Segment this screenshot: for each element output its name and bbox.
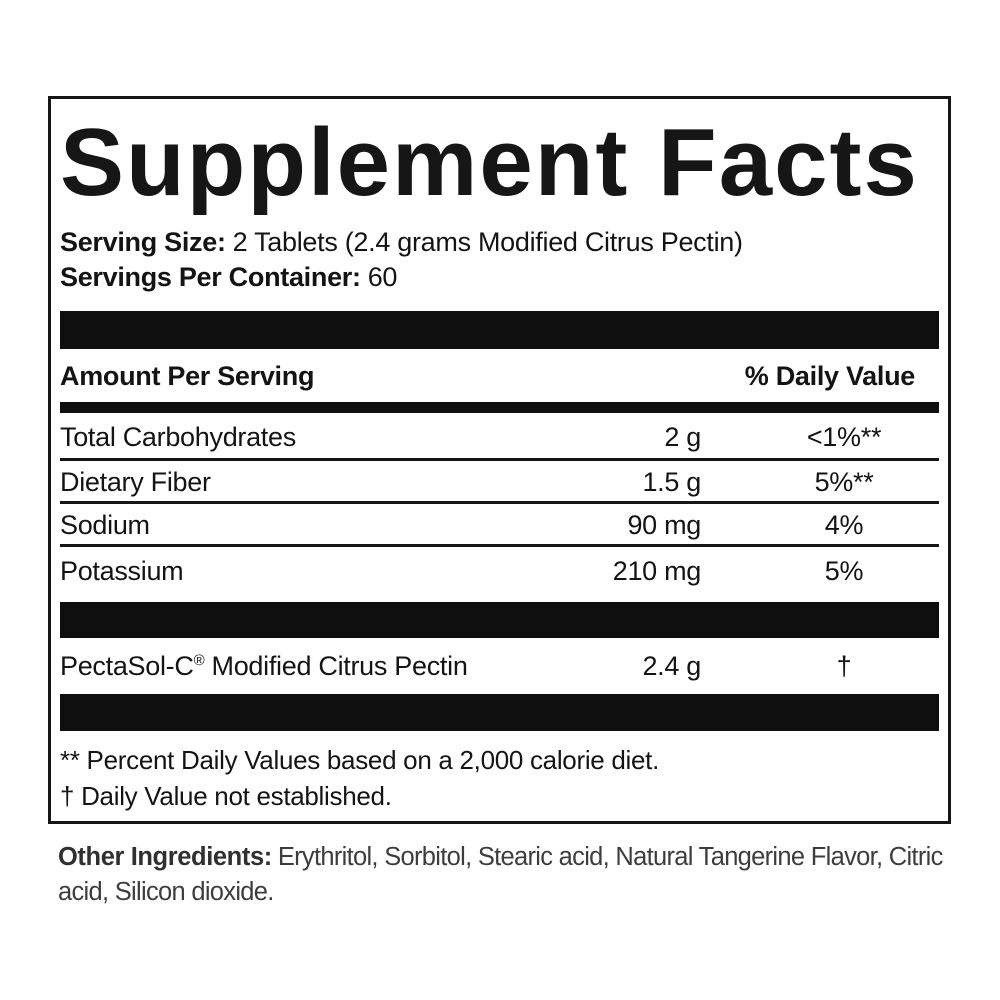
table-row: Sodium 90 mg 4%: [60, 504, 939, 547]
nutrient-amount: 2 g: [664, 422, 701, 452]
divider-bar-bottom: [60, 694, 939, 731]
nutrient-amount: 90 mg: [627, 510, 701, 540]
brand-name: PectaSol-C: [60, 651, 194, 681]
percent-daily-value-header: % Daily Value: [744, 361, 916, 391]
nutrient-name: Dietary Fiber: [60, 467, 211, 497]
table-row-pectasol: PectaSol-C® Modified Citrus Pectin 2.4 g…: [60, 638, 939, 694]
registered-trademark-symbol: ®: [193, 652, 205, 669]
table-header-row: Amount Per Serving % Daily Value: [60, 349, 939, 402]
table-row: Dietary Fiber 1.5 g 5%**: [60, 461, 939, 504]
nutrient-name: Total Carbohydrates: [60, 422, 296, 452]
other-ingredients: Other Ingredients: Erythritol, Sorbitol, …: [58, 840, 966, 910]
other-ingredients-label: Other Ingredients:: [58, 843, 272, 871]
serving-size-value: 2 Tablets (2.4 grams Modified Citrus Pec…: [232, 227, 743, 257]
serving-size-label: Serving Size:: [60, 227, 226, 257]
servings-per-container-line: Servings Per Container: 60: [60, 260, 939, 295]
nutrient-daily-value: <1%**: [806, 422, 882, 452]
footnote-daily-values: ** Percent Daily Values based on a 2,000…: [60, 745, 660, 775]
other-ingredients-value: Erythritol, Sorbitol, Stearic acid, Natu…: [58, 843, 943, 906]
servings-per-container-label: Servings Per Container:: [60, 262, 361, 292]
nutrient-name: Sodium: [60, 510, 150, 540]
nutrient-daily-value: 5%**: [814, 467, 874, 497]
ingredient-name: PectaSol-C® Modified Citrus Pectin: [60, 651, 559, 681]
table-row: Potassium 210 mg 5%: [60, 547, 939, 602]
nutrient-name: Potassium: [60, 556, 184, 586]
serving-size-line: Serving Size: 2 Tablets (2.4 grams Modifi…: [60, 225, 939, 260]
divider-bar-header: [60, 402, 939, 413]
divider-bar-top: [60, 311, 939, 349]
nutrient-amount: 1.5 g: [642, 467, 701, 497]
table-row: Total Carbohydrates 2 g <1%**: [60, 413, 939, 461]
ingredient-amount: 2.4 g: [642, 651, 701, 681]
panel-title: Supplement Facts: [60, 109, 919, 216]
serving-info: Serving Size: 2 Tablets (2.4 grams Modifi…: [60, 225, 939, 295]
nutrient-daily-value: 4%: [824, 510, 864, 540]
nutrient-amount: 210 mg: [612, 556, 702, 586]
ingredient-daily-value: †: [836, 651, 852, 681]
supplement-facts-panel: Supplement Facts Serving Size: 2 Tablets …: [48, 96, 951, 824]
amount-per-serving-header: Amount Per Serving: [60, 361, 315, 391]
footnote-dagger: † Daily Value not established.: [60, 781, 392, 811]
nutrient-daily-value: 5%: [824, 556, 864, 586]
divider-bar-middle: [60, 602, 939, 638]
ingredient-name-rest: Modified Citrus Pectin: [204, 651, 468, 681]
servings-per-container-value: 60: [367, 262, 398, 292]
footnotes: ** Percent Daily Values based on a 2,000…: [60, 731, 939, 814]
